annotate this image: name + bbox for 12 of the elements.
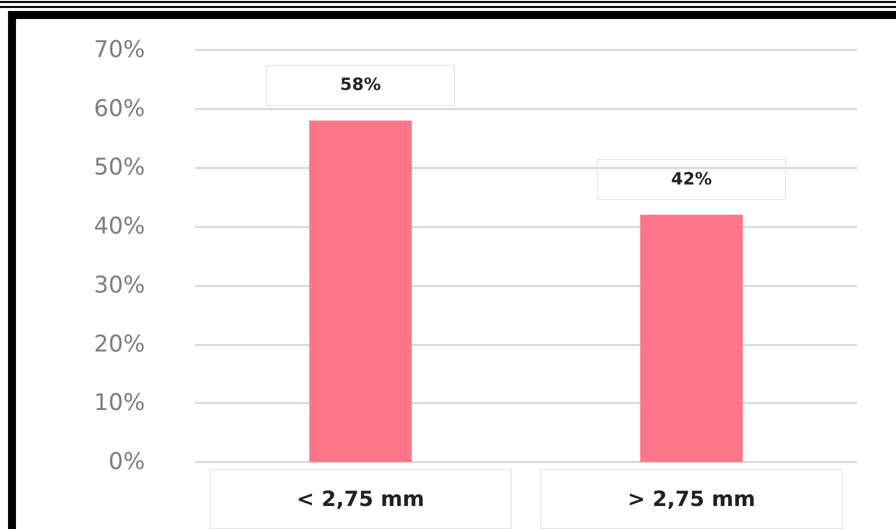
y-tick-label: 50% xyxy=(94,154,145,181)
data-label: 58% xyxy=(340,75,381,96)
y-tick-label: 60% xyxy=(94,96,145,122)
x-tick-label: < 2,75 mm xyxy=(296,487,424,511)
x-tick-label: > 2,75 mm xyxy=(628,487,756,511)
y-tick-label: 40% xyxy=(94,214,145,240)
y-tick-label: 30% xyxy=(94,272,145,298)
y-tick-label: 10% xyxy=(94,390,145,416)
y-tick-label: 20% xyxy=(94,331,145,358)
y-tick-label: 0% xyxy=(108,449,145,475)
y-tick-label: 70% xyxy=(94,37,145,63)
data-label: 42% xyxy=(671,169,712,190)
